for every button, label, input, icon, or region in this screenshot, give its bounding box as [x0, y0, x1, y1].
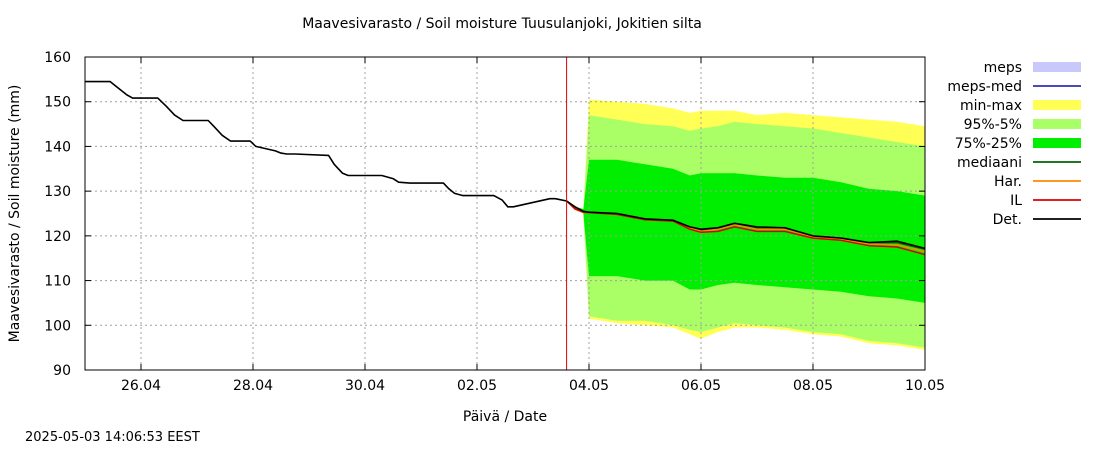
legend-label: 95%-5%: [964, 117, 1022, 133]
legend-label: IL: [1010, 193, 1022, 209]
y-tick-label: 110: [44, 274, 71, 290]
y-tick-label: 120: [44, 229, 71, 245]
y-axis-label: Maavesivarasto / Soil moisture (mm): [7, 85, 23, 343]
legend-label: Det.: [993, 212, 1022, 228]
legend-swatch: [1033, 62, 1081, 72]
legend-label: meps-med: [947, 79, 1022, 95]
series-det-history: [85, 80, 567, 208]
legend-label: Har.: [994, 174, 1022, 190]
legend-label: min-max: [960, 98, 1022, 114]
plot-frame: [84, 56, 926, 371]
y-tick-label: 160: [44, 50, 71, 66]
x-tick-label: 30.04: [345, 378, 385, 394]
x-tick-label: 10.05: [905, 378, 945, 394]
legend: meps meps-med min-max 95%-5% 75%-25% mediaani…: [947, 60, 1081, 228]
forecast-bands: [566, 99, 925, 350]
legend-label: meps: [984, 60, 1022, 76]
legend-swatch: [1033, 138, 1081, 148]
legend-swatch: [1033, 100, 1081, 110]
x-tick-label: 26.04: [121, 378, 161, 394]
y-tick-label: 130: [44, 184, 71, 200]
legend-label: 75%-25%: [955, 136, 1022, 152]
x-tick-label: 06.05: [681, 378, 721, 394]
series-det-forecast: [566, 200, 926, 250]
timestamp: 2025-05-03 14:06:53 EEST: [25, 430, 200, 445]
grid: [85, 57, 925, 370]
y-tick-label: 150: [44, 95, 71, 111]
x-tick-label: 28.04: [233, 378, 273, 394]
x-axis-label: Päivä / Date: [463, 409, 547, 425]
legend-swatch: [1033, 119, 1081, 129]
x-tick-label: 02.05: [457, 378, 497, 394]
x-tick-label: 04.05: [569, 378, 609, 394]
y-tick-label: 100: [44, 318, 71, 334]
series-lines: [85, 57, 926, 370]
chart-title: Maavesivarasto / Soil moisture Tuusulanj…: [302, 16, 702, 32]
axes: 90 100 110 120 130 140 150 160 26.04 28.04 30.04 02…: [7, 50, 945, 425]
y-tick-label: 140: [44, 139, 71, 155]
y-tick-label: 90: [53, 363, 71, 379]
x-tick-label: 08.05: [793, 378, 833, 394]
legend-label: mediaani: [957, 155, 1022, 171]
band-75-25: [566, 159, 925, 303]
